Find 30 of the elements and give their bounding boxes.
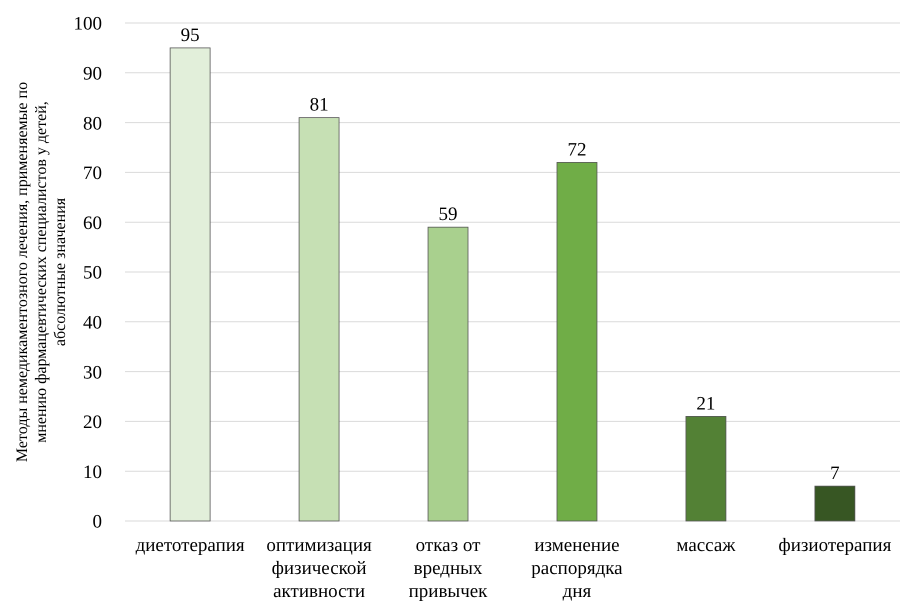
y-tick-label: 50 — [83, 262, 102, 284]
bar — [170, 48, 211, 522]
x-tick-label: массаж — [676, 535, 736, 556]
y-tick-label: 10 — [83, 462, 102, 483]
data-label: 59 — [438, 204, 458, 226]
y-tick-label: 20 — [83, 412, 102, 434]
x-tick-label: диетотерапия — [136, 535, 245, 556]
x-tick-label: изменение распорядка дня — [531, 535, 624, 602]
x-tick-label: отказ от вредных привычек — [408, 535, 488, 602]
x-tick-label: физиотерапия — [778, 535, 892, 556]
y-tick-label: 40 — [83, 312, 102, 334]
data-label: 7 — [830, 463, 840, 484]
y-tick-label: 100 — [74, 14, 102, 35]
bar — [298, 117, 340, 522]
y-tick-label: 30 — [83, 362, 102, 384]
y-tick-label: 70 — [83, 163, 102, 184]
bar — [556, 162, 598, 522]
data-label: 72 — [567, 139, 586, 160]
bar — [814, 486, 856, 522]
bar — [428, 226, 468, 522]
y-axis-title: Методы немедикаментозного лечения, применяемые по мнению фармацевтических специалистов у детей, абсолютные значения — [14, 82, 69, 462]
data-label: 21 — [696, 393, 716, 414]
data-label: 81 — [310, 94, 329, 116]
y-tick-label: 0 — [92, 512, 102, 533]
y-tick-label: 80 — [83, 113, 102, 134]
data-label: 95 — [180, 24, 200, 46]
bar — [686, 416, 726, 522]
x-tick-label: оптимизация физической активности — [266, 535, 372, 602]
y-tick-label: 60 — [83, 212, 102, 234]
y-tick-label: 90 — [83, 63, 102, 84]
